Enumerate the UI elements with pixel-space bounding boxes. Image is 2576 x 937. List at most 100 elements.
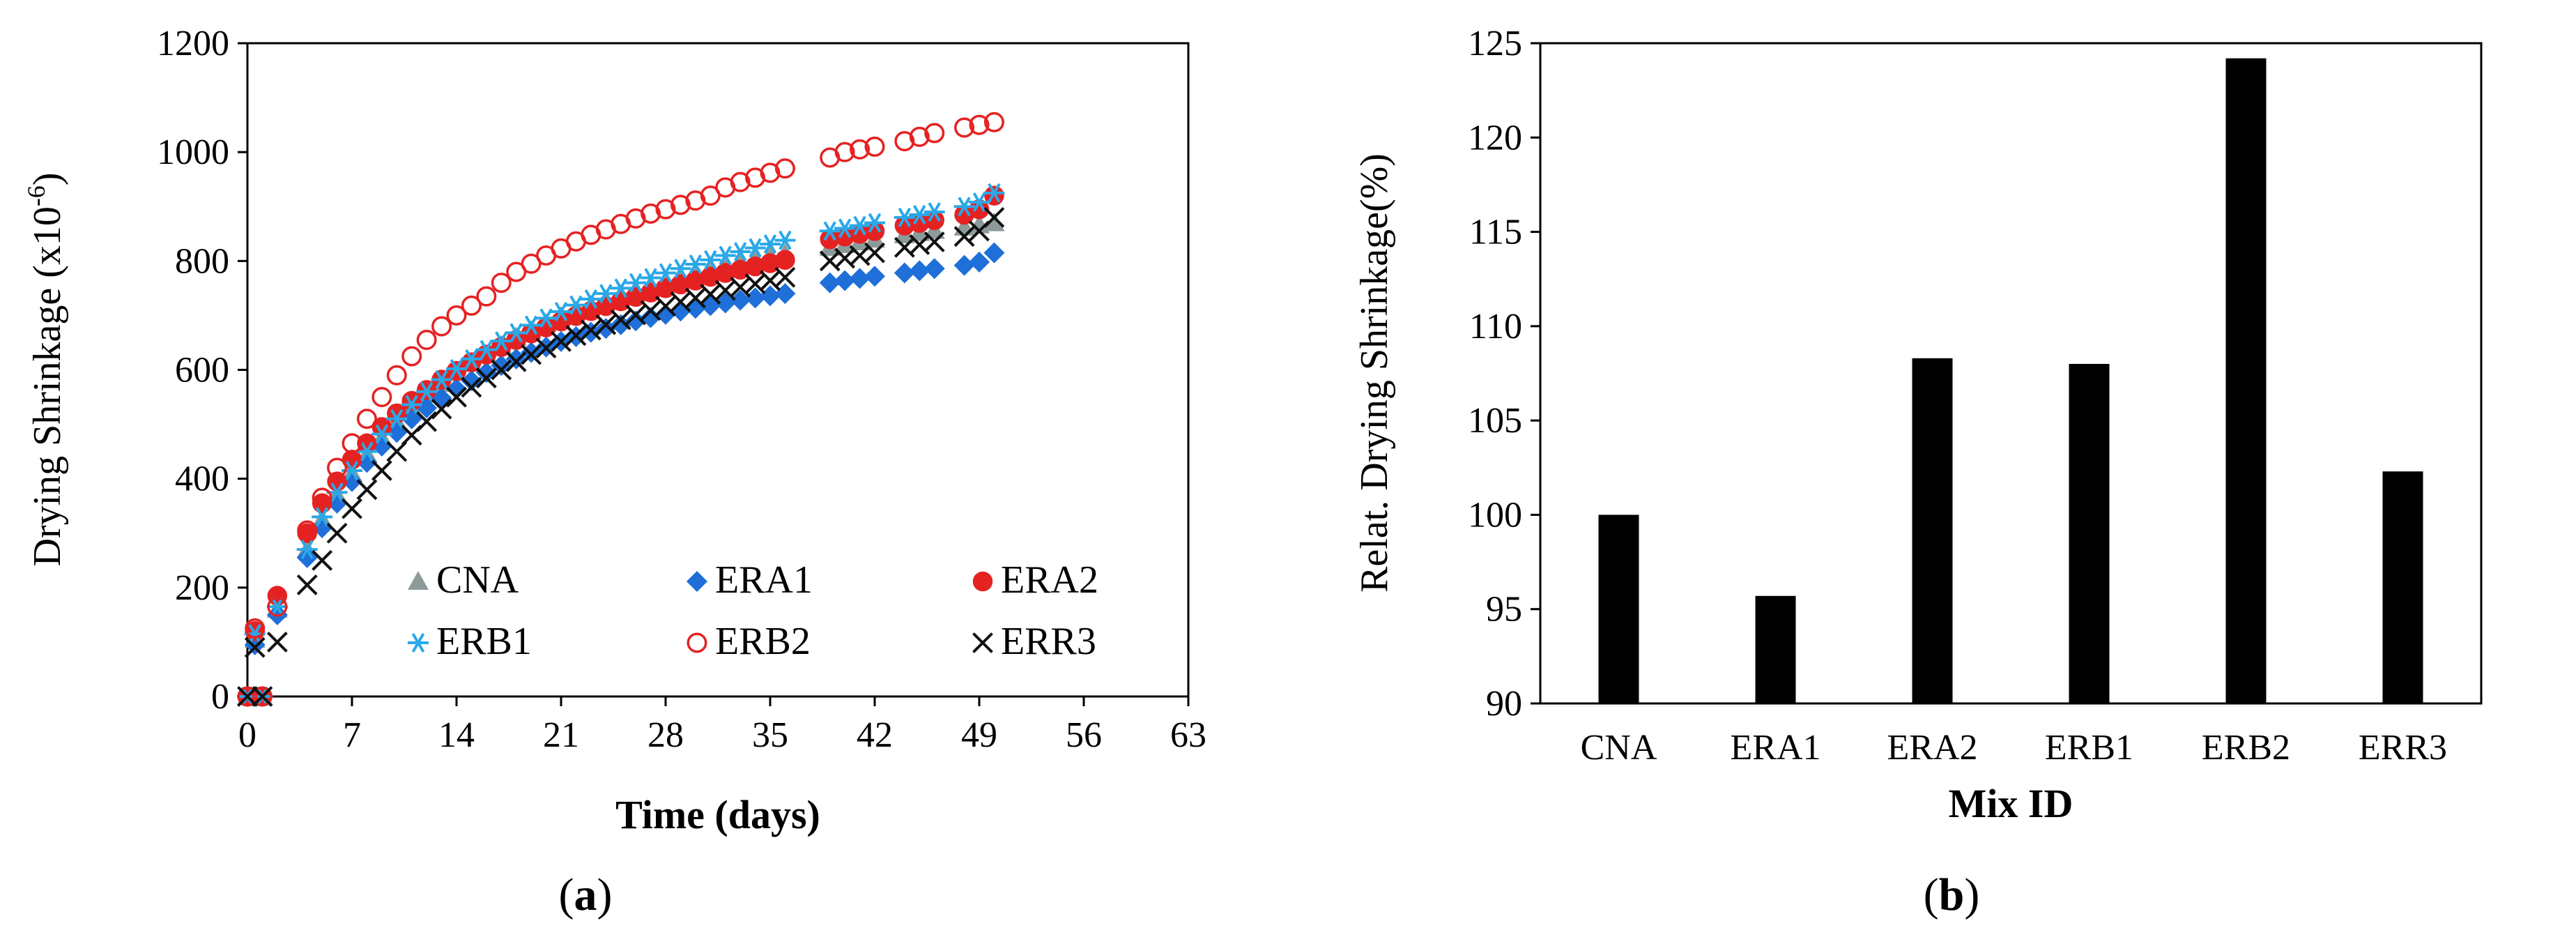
point-era1 <box>342 471 362 492</box>
panel-a-y-tick-label: 200 <box>175 568 229 608</box>
point-erb1 <box>610 278 631 298</box>
point-erb1 <box>551 301 572 321</box>
point-erb1 <box>461 349 482 369</box>
panel-b-y-tick-label: 90 <box>1486 684 1522 724</box>
point-era2 <box>760 253 781 273</box>
point-era1 <box>983 242 1005 264</box>
point-err3 <box>356 479 378 501</box>
panel-b-y-tick-label: 120 <box>1468 118 1522 158</box>
point-err3 <box>491 359 512 381</box>
panel-b-y-ticks: 90 95 100 105 110 115 120 125 <box>1468 24 1540 724</box>
point-erb2 <box>850 139 871 160</box>
point-era2 <box>371 417 392 437</box>
bar-cna <box>1598 515 1639 703</box>
panel-a-x-tick-label: 7 <box>343 715 361 755</box>
point-erb1 <box>894 207 915 227</box>
point-erb2 <box>401 346 422 367</box>
panel-b-y-tick-label: 125 <box>1468 24 1522 63</box>
point-erb2 <box>670 195 691 215</box>
panel-a-x-tick-label: 63 <box>1170 715 1206 755</box>
point-erb2 <box>774 158 795 179</box>
panel-a-y-tick-label: 1000 <box>157 132 229 172</box>
panel-b-x-tick-label-err3: ERR3 <box>2359 728 2447 768</box>
panel-a-y-tick-label: 0 <box>211 677 229 717</box>
point-era2 <box>506 330 526 350</box>
point-erb2 <box>416 330 437 351</box>
point-erb2 <box>521 253 542 274</box>
point-err3 <box>342 498 362 519</box>
point-erb1 <box>521 315 542 335</box>
point-erb2 <box>386 365 407 386</box>
point-err3 <box>551 330 572 352</box>
point-erb1 <box>819 221 841 241</box>
point-erb2 <box>924 123 945 144</box>
panel-a-caption: (a) <box>559 869 613 920</box>
point-era1 <box>505 348 527 370</box>
point-erb2 <box>476 286 497 307</box>
point-erb2 <box>491 273 512 294</box>
point-erb2 <box>371 387 392 408</box>
panel-a-caption-letter: a <box>574 869 597 920</box>
panel-a-x-ticks: 0 7 14 21 28 35 42 49 56 63 <box>238 696 1206 755</box>
point-erb2 <box>297 520 318 541</box>
point-era1 <box>760 285 781 307</box>
point-era2 <box>775 250 795 271</box>
point-erb2 <box>327 457 348 478</box>
point-erb2 <box>461 295 482 316</box>
panel-a-x-tick-label: 14 <box>438 715 475 755</box>
panel-b-y-tick-label: 95 <box>1486 590 1522 630</box>
point-erb1 <box>849 215 871 236</box>
legend-marker-era1 <box>687 571 707 592</box>
panel-a-x-tick-label: 28 <box>647 715 684 755</box>
legend-label-erb1: ERB1 <box>436 620 532 663</box>
point-err3 <box>640 300 661 321</box>
point-era2 <box>521 323 542 344</box>
point-era1 <box>625 310 647 332</box>
panel-a-scatter-chart: 0 200 400 600 800 1000 1200 0 7 14 21 28 35 42 49 56 63… <box>22 24 1206 920</box>
point-err3 <box>431 398 452 420</box>
panel-a-y-axis-title-exponent: -6 <box>22 185 50 206</box>
bar-err3 <box>2382 471 2423 703</box>
panel-a-x-tick-label: 56 <box>1066 715 1102 755</box>
point-err3 <box>983 206 1005 228</box>
bar-erb2 <box>2225 58 2267 704</box>
panel-a-x-tick-label: 21 <box>543 715 579 755</box>
point-erb1 <box>535 308 557 328</box>
point-era2 <box>357 433 377 454</box>
point-err3 <box>461 376 482 398</box>
point-err3 <box>923 231 945 252</box>
point-erb2 <box>431 316 452 337</box>
panel-b-caption-open: ( <box>1924 869 1939 920</box>
point-err3 <box>475 367 497 389</box>
point-erb2 <box>760 162 781 183</box>
point-erb2 <box>954 117 975 138</box>
panel-b-bars <box>1598 58 2423 704</box>
point-erb1 <box>953 197 975 217</box>
point-err3 <box>237 686 258 707</box>
point-erb1 <box>386 409 408 429</box>
point-erb2 <box>909 126 930 147</box>
legend-item-erb2: ERB2 <box>687 620 811 663</box>
legend-label-err3: ERR3 <box>1001 620 1096 663</box>
legend-label-cna: CNA <box>436 558 519 602</box>
point-err3 <box>953 226 975 247</box>
legend-item-erb1: ERB1 <box>408 620 532 663</box>
legend-marker-erb1 <box>408 633 429 653</box>
legend-marker-era2 <box>972 571 993 592</box>
point-erb2 <box>834 142 855 162</box>
point-erb2 <box>864 136 885 157</box>
point-erb1 <box>580 289 601 309</box>
legend-label-era2: ERA2 <box>1001 558 1098 602</box>
panel-b-caption: (b) <box>1924 869 1980 920</box>
point-err3 <box>312 549 333 571</box>
point-erb1 <box>909 204 930 224</box>
point-erb2 <box>506 261 527 282</box>
point-erb1 <box>312 507 333 527</box>
point-erb1 <box>565 295 587 315</box>
bar-era1 <box>1755 595 1796 703</box>
point-era1 <box>744 287 766 309</box>
point-erb2 <box>894 131 915 152</box>
point-err3 <box>521 344 542 365</box>
panel-b-x-tick-label-erb1: ERB1 <box>2045 728 2133 768</box>
point-erb2 <box>237 686 258 707</box>
